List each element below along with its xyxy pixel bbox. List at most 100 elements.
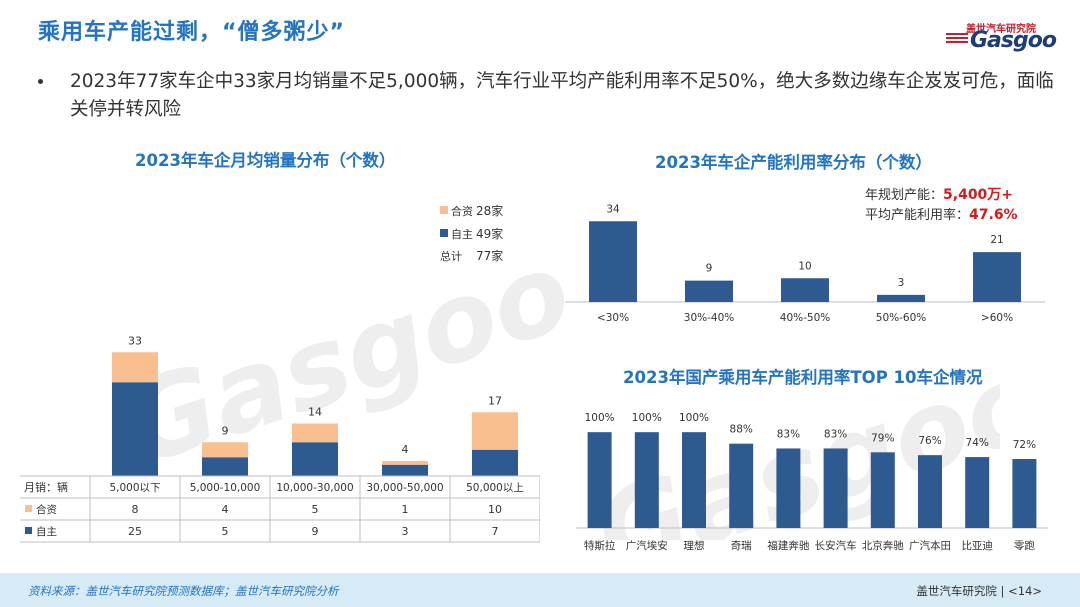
bar (729, 443, 754, 528)
bar-value-label: 34 (606, 203, 620, 215)
footer-page: 盖世汽车研究院 | <14> (916, 584, 1042, 598)
table-series-label: 自主 (36, 525, 57, 538)
bar (781, 278, 829, 302)
bar-total-label: 17 (488, 394, 502, 407)
table-cell: 8 (132, 503, 139, 516)
bar-value-label: 100% (632, 412, 662, 424)
tick-label: 40%-50% (780, 312, 830, 324)
bar-value-label: 100% (679, 412, 709, 424)
bar-jv (112, 352, 158, 383)
summary-bullet: 2023年77家车企中33家月均销量不足5,000辆，汽车行业平均产能利用率不足… (70, 71, 1054, 120)
tick-label: 零跑 (1014, 539, 1035, 552)
tick-label: <30% (597, 312, 629, 324)
chart3-title: 2023年国产乘用车产能利用率TOP 10车企情况 (623, 368, 983, 387)
bar-jv (202, 442, 248, 458)
bar (589, 221, 637, 302)
annotation-avg-utilization-value: 47.6% (969, 207, 1018, 223)
table-cell: 9 (312, 525, 319, 538)
logo-english-name: Gasgoo (970, 28, 1057, 53)
bar (776, 448, 801, 528)
tick-label: 广汽埃安 (626, 539, 668, 552)
bar (918, 455, 942, 528)
bar (823, 448, 848, 528)
table-cell: 5 (312, 503, 319, 516)
bar (634, 432, 659, 528)
legend-jv-value: 28家 (476, 204, 504, 218)
bar-jv (472, 412, 518, 450)
legend-self-label: 自主 (451, 228, 473, 241)
table-header-label: 月销：辆 (24, 480, 68, 494)
tick-label: >60% (981, 312, 1013, 324)
legend-jv-label: 合资 (451, 205, 473, 218)
logo-stripes-icon (946, 33, 968, 47)
bar-jv (382, 461, 428, 465)
chart2-title: 2023年车企产能利用率分布（个数） (655, 153, 932, 172)
tick-label: 比亚迪 (961, 539, 993, 552)
legend-self-swatch (440, 229, 448, 237)
tick-label: 广汽本田 (909, 539, 951, 552)
chart2-bar: 34 <30% 9 30%-40% 10 40%-50% 3 50%-60% 21 >60% (565, 203, 1045, 324)
bar-value-label: 3 (898, 277, 905, 289)
bar-value-label: 88% (730, 424, 753, 436)
table-cell: 7 (492, 525, 499, 538)
table-category: 30,000-50,000 (366, 482, 443, 494)
bar-value-label: 79% (871, 432, 894, 444)
tick-label: 30%-40% (684, 312, 734, 324)
bar-value-label: 72% (1013, 439, 1036, 451)
brand-logo: 盖世汽车研究院 Gasgoo (946, 20, 1057, 54)
table-cell: 10 (488, 503, 502, 516)
bar-value-label: 21 (990, 234, 1003, 246)
table-cell: 25 (128, 525, 142, 538)
bar-self (202, 457, 248, 476)
table-category: 5,000-10,000 (190, 482, 261, 494)
page-title: 乘用车产能过剩，“僧多粥少” (38, 20, 345, 45)
table-category: 10,000-30,000 (276, 482, 353, 494)
legend-total-value: 77家 (476, 249, 504, 263)
tick-label: 特斯拉 (584, 539, 616, 552)
chart1-title: 2023年车企月均销量分布（个数） (135, 151, 396, 170)
annotation-planned-capacity: 年规划产能：5,400万+ (865, 184, 1013, 204)
tick-label: 福建奔驰 (767, 539, 809, 552)
bar-total-label: 33 (128, 334, 142, 347)
bar (965, 457, 990, 528)
tick-label: 长安汽车 (815, 539, 857, 552)
table-category: 5,000以下 (109, 482, 160, 494)
bar-self (382, 464, 428, 476)
bar (877, 294, 925, 302)
bar-value-label: 100% (585, 412, 615, 424)
bar (1012, 459, 1037, 528)
legend-self-value: 49家 (476, 227, 504, 241)
bar-value-label: 76% (918, 435, 941, 447)
bar-self (292, 442, 338, 476)
bar-value-label: 83% (824, 428, 847, 440)
bar-value-label: 74% (966, 437, 989, 449)
logo-chinese-name: 盖世汽车研究院 (966, 24, 1036, 35)
bar (685, 280, 733, 302)
bar (973, 252, 1021, 302)
tick-label: 北京奔驰 (862, 539, 904, 552)
bar-value-label: 9 (706, 263, 713, 275)
tick-label: 理想 (684, 539, 705, 552)
table-legend-swatch (25, 505, 32, 512)
bullet-icon (38, 79, 43, 84)
table-cell: 1 (402, 503, 409, 516)
legend-jv-swatch (440, 206, 448, 214)
tick-label: 奇瑞 (731, 539, 752, 552)
annotation-planned-capacity-label: 年规划产能： (865, 188, 944, 203)
table-cell: 5 (222, 525, 229, 538)
chart3-bar: 100% 特斯拉 100% 广汽埃安 100% 理想 88% 奇瑞 83% 福建奔驰 83% 长安汽车… (576, 412, 1048, 552)
bar (682, 432, 706, 528)
bar-value-label: 83% (777, 428, 800, 440)
annotation-planned-capacity-value: 5,400万+ (943, 187, 1014, 203)
bar-jv (292, 423, 338, 443)
tick-label: 50%-60% (876, 312, 926, 324)
table-legend-swatch (25, 527, 32, 534)
footer: 资料来源：盖世汽车研究院预测数据库；盖世汽车研究院分析 盖世汽车研究院 | <1… (0, 573, 1080, 607)
table-cell: 3 (402, 525, 409, 538)
table-series-label: 合资 (36, 503, 57, 516)
bar-self (112, 382, 158, 476)
bar-value-label: 10 (798, 260, 811, 272)
bar-total-label: 14 (308, 406, 322, 419)
